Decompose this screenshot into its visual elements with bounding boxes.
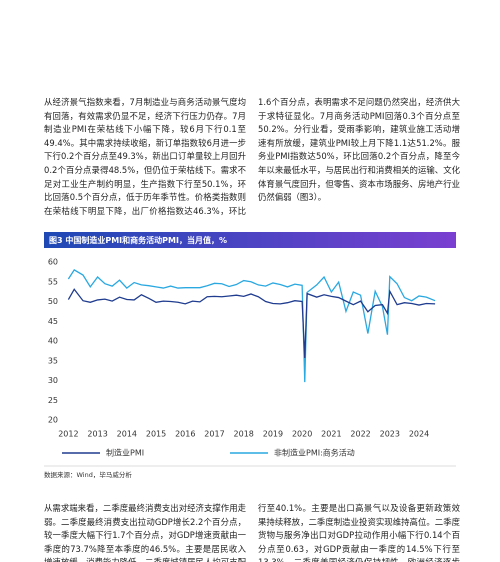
x-tick-label: 2023 — [380, 430, 400, 439]
x-tick-label: 2017 — [204, 430, 224, 439]
series-line — [67, 269, 436, 383]
legend-label: 非制造业PMI:商务活动 — [274, 448, 355, 458]
x-tick-label: 2021 — [321, 430, 341, 439]
legend-label: 制造业PMI — [106, 448, 144, 458]
y-tick-label: 55 — [48, 277, 58, 286]
x-tick-label: 2024 — [409, 430, 429, 439]
y-tick-label: 30 — [48, 376, 58, 385]
series-line — [67, 288, 436, 359]
paragraph: 1.6个百分点，表明需求不足问题仍然突出，经济供大于求特征显化。7月商务活动PM… — [258, 97, 460, 203]
paragraph: 从需求端来看，二季度最终消费支出对经济支撑作用走弱。二季度最终消费支出拉动GDP… — [44, 503, 246, 562]
y-tick-label: 40 — [48, 337, 58, 346]
x-tick-label: 2018 — [234, 430, 254, 439]
title-bar — [44, 232, 456, 248]
x-tick-label: 2014 — [117, 430, 137, 439]
y-tick-label: 20 — [48, 416, 58, 425]
x-tick-label: 2013 — [87, 430, 107, 439]
x-tick-label: 2016 — [175, 430, 195, 439]
y-tick-label: 60 — [48, 258, 58, 267]
x-tick-label: 2022 — [350, 430, 370, 439]
y-tick-label: 25 — [48, 396, 58, 405]
chart-title: 图3 中国制造业PMI和商务活动PMI，当月值，% — [49, 235, 227, 245]
chart: 图3 中国制造业PMI和商务活动PMI，当月值，% 数据来源：Wind，毕马威分… — [44, 232, 456, 479]
paragraph: 行至40.1%。主要是出口高景气以及设备更新政策效果持续释放，二季度制造业投资实… — [258, 503, 460, 562]
y-tick-label: 45 — [48, 317, 58, 326]
x-tick-label: 2020 — [292, 430, 312, 439]
source: 数据来源：Wind，毕马威分析 — [44, 470, 132, 479]
x-tick-label: 2015 — [146, 430, 166, 439]
y-tick-label: 50 — [48, 297, 58, 306]
y-tick-label: 35 — [48, 356, 58, 365]
paragraph: 从经济景气指数来看，7月制造业与商务活动景气度均有回落，有效需求仍显不足，经济下… — [44, 97, 246, 216]
x-tick-label: 2019 — [263, 430, 283, 439]
x-tick-label: 2012 — [58, 430, 78, 439]
